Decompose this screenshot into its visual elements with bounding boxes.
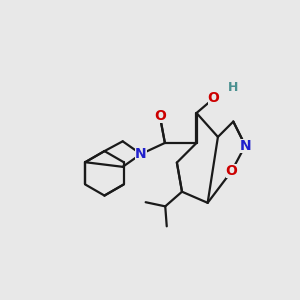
Text: N: N	[135, 147, 147, 161]
Text: O: O	[208, 92, 220, 106]
Text: N: N	[239, 139, 251, 152]
Text: O: O	[154, 109, 166, 123]
Text: O: O	[226, 164, 238, 178]
Text: H: H	[228, 81, 238, 94]
